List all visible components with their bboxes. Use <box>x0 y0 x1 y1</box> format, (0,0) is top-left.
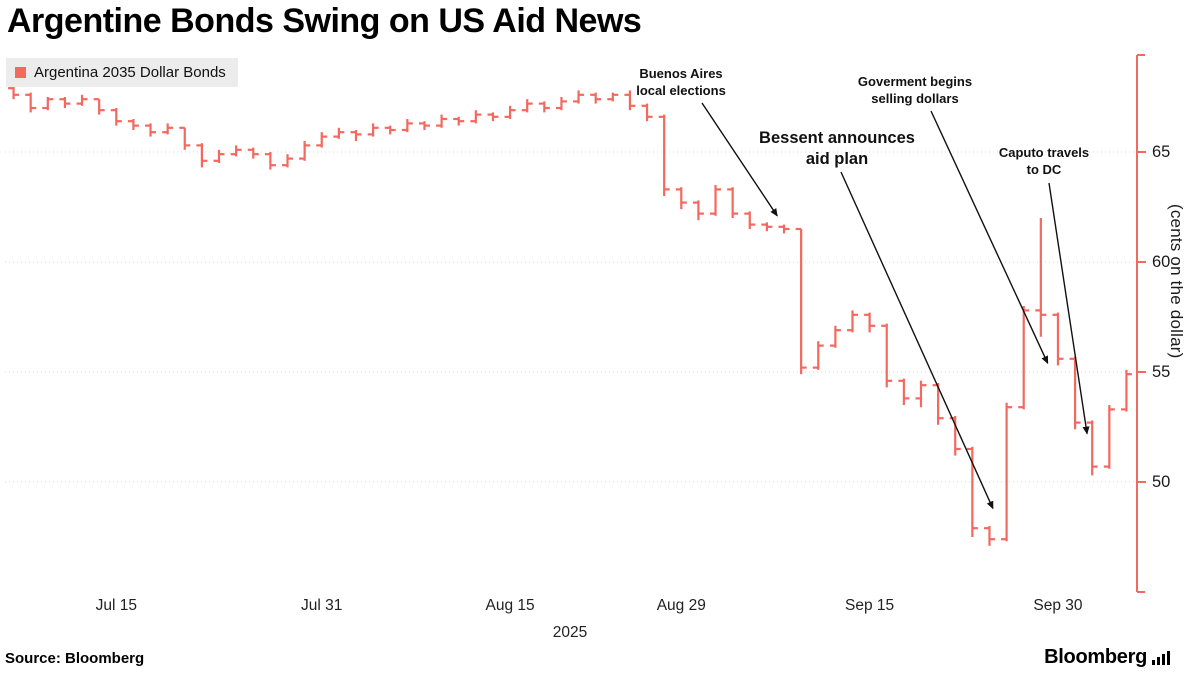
ohlc-bar <box>384 125 396 135</box>
annotation-arrow-caputo <box>1048 182 1090 435</box>
ohlc-bar <box>778 224 790 234</box>
ohlc-bar <box>436 114 448 128</box>
ohlc-bar <box>521 99 533 113</box>
ohlc-bar <box>247 147 259 159</box>
y-axis-tick-label: 65 <box>1152 143 1170 161</box>
ohlc-bar <box>1001 402 1013 542</box>
ohlc-bar <box>727 187 739 218</box>
bloomberg-bars-icon <box>1152 650 1170 665</box>
ohlc-bar <box>658 114 670 196</box>
ohlc-bar <box>230 145 242 157</box>
ohlc-bar <box>367 123 379 137</box>
ohlc-bar <box>641 103 653 122</box>
ohlc-bar <box>829 325 841 348</box>
ohlc-bar <box>795 227 807 375</box>
ohlc-bar <box>179 126 191 150</box>
y-axis-title: (cents on the dollar) <box>1167 204 1186 359</box>
ohlc-bar <box>93 98 105 115</box>
ohlc-bar <box>264 152 276 170</box>
ohlc-bar <box>162 123 174 135</box>
ohlc-bar <box>299 141 311 161</box>
ohlc-bar <box>949 416 961 456</box>
y-axis-tick-label: 55 <box>1152 363 1170 381</box>
legend-label: Argentina 2035 Dollar Bonds <box>34 64 226 81</box>
ohlc-bar <box>333 127 345 139</box>
ohlc-bar <box>983 526 995 546</box>
ohlc-bar <box>692 200 704 221</box>
ohlc-bar <box>915 380 927 408</box>
ohlc-bar <box>350 130 362 141</box>
ohlc-bar <box>590 92 602 104</box>
ohlc-bar <box>761 222 773 232</box>
ohlc-bar <box>401 119 413 133</box>
x-axis-label: Sep 30 <box>1033 597 1083 614</box>
ohlc-bar <box>127 119 139 130</box>
legend-swatch-icon <box>15 67 26 78</box>
ohlc-bar <box>864 312 876 333</box>
annotation-arrow-bessent <box>840 171 994 510</box>
ohlc-bar <box>110 108 122 126</box>
bloomberg-logo: Bloomberg <box>1044 646 1170 669</box>
ohlc-bar <box>966 446 978 537</box>
ohlc-bar <box>25 92 37 113</box>
ohlc-bar <box>42 97 54 111</box>
ohlc-bar <box>145 123 157 137</box>
ohlc-bar <box>1120 369 1132 412</box>
ohlc-bar <box>1018 306 1030 410</box>
x-axis-label: Jul 31 <box>301 597 342 614</box>
ohlc-bar <box>316 132 328 148</box>
y-axis-tick-label: 50 <box>1152 473 1170 491</box>
x-axis-year-label: 2025 <box>552 624 588 641</box>
ohlc-bar <box>624 90 636 111</box>
ohlc-bar <box>538 101 550 113</box>
annotation-arrow-buenos-aires <box>701 102 778 217</box>
ohlc-bar <box>76 94 88 106</box>
ohlc-bar <box>196 143 208 168</box>
ohlc-bar <box>710 185 722 216</box>
ohlc-bar <box>1035 218 1047 337</box>
y-axis-tick-label: 60 <box>1152 253 1170 271</box>
ohlc-bar <box>470 110 482 124</box>
ohlc-bar <box>1103 405 1115 469</box>
x-axis-label: Aug 29 <box>657 597 706 614</box>
ohlc-bar <box>847 310 858 333</box>
ohlc-bar <box>898 378 910 405</box>
ohlc-bar <box>453 116 465 126</box>
ohlc-bar <box>1086 420 1098 476</box>
x-axis-label: Sep 15 <box>845 597 894 614</box>
annotation-arrow-goverment <box>930 110 1049 365</box>
ohlc-bar <box>932 383 944 425</box>
ohlc-bar <box>213 149 225 163</box>
source-label: Source: Bloomberg <box>5 650 145 667</box>
x-axis-label: Aug 15 <box>486 597 535 614</box>
ohlc-bar <box>418 121 430 130</box>
ohlc-bar <box>487 112 499 122</box>
bloomberg-logo-text: Bloomberg <box>1044 646 1147 668</box>
ohlc-bar <box>1069 356 1081 430</box>
ohlc-bar <box>504 105 516 119</box>
ohlc-bar <box>607 92 619 102</box>
ohlc-bar <box>282 154 293 168</box>
ohlc-bar <box>675 187 687 210</box>
x-axis-label: Jul 15 <box>96 597 137 614</box>
legend-chip: Argentina 2035 Dollar Bonds <box>6 58 238 87</box>
ohlc-bar <box>744 211 756 229</box>
ohlc-bar <box>555 97 567 111</box>
ohlc-bar <box>812 341 824 370</box>
ohlc-bar <box>59 97 71 108</box>
ohlc-bar <box>881 323 893 388</box>
ohlc-bar <box>573 90 585 104</box>
page-title: Argentine Bonds Swing on US Aid News <box>7 2 642 40</box>
ohlc-series <box>8 83 1132 546</box>
ohlc-bar <box>1052 312 1064 366</box>
